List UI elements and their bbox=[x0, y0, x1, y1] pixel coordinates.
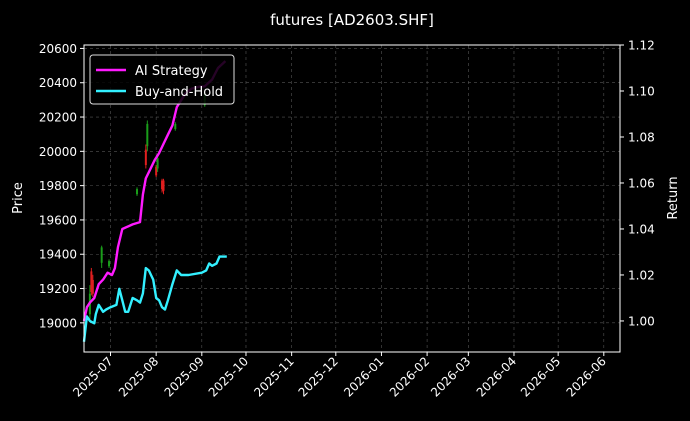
candle-body bbox=[136, 189, 139, 195]
candle-body bbox=[162, 180, 165, 191]
candle-body bbox=[90, 271, 93, 292]
y-right-tick-label: 1.10 bbox=[628, 84, 655, 98]
y-left-tick-label: 19200 bbox=[39, 282, 77, 296]
y-left-tick-label: 20600 bbox=[39, 42, 77, 56]
legend-label-ai-strategy: AI Strategy bbox=[135, 64, 208, 79]
y-axis-right-label: Return bbox=[666, 176, 681, 219]
y-left-tick-label: 20400 bbox=[39, 76, 77, 90]
y-right-tick-label: 1.06 bbox=[628, 176, 655, 190]
y-right-tick-label: 1.00 bbox=[628, 314, 655, 328]
y-left-tick-label: 19600 bbox=[39, 213, 77, 227]
plot-frame bbox=[83, 44, 621, 353]
candle-body bbox=[91, 279, 94, 294]
y-right-tick-label: 1.08 bbox=[628, 130, 655, 144]
y-right-tick-label: 1.12 bbox=[628, 39, 655, 53]
chart-title: futures [AD2603.SHF] bbox=[270, 11, 434, 29]
y-left-tick-label: 19800 bbox=[39, 179, 77, 193]
y-axis-left: 19000 19200 19400 19600 19800 20000 20200 20400… bbox=[39, 42, 84, 330]
y-left-tick-label: 20000 bbox=[39, 145, 77, 159]
candle-body bbox=[144, 149, 147, 166]
legend-label-buy-and-hold: Buy-and-Hold bbox=[135, 85, 223, 100]
candle-body bbox=[146, 123, 149, 147]
candle-body bbox=[161, 180, 164, 190]
candle-body bbox=[156, 158, 159, 169]
candle-body bbox=[108, 261, 111, 267]
candle-body bbox=[100, 247, 103, 263]
y-axis-right: 1.00 1.02 1.04 1.06 1.08 1.10 1.12 bbox=[620, 39, 655, 328]
y-right-tick-label: 1.04 bbox=[628, 222, 655, 236]
series-line-buy-and-hold bbox=[82, 255, 227, 342]
y-axis-left-label: Price bbox=[11, 182, 26, 214]
y-left-tick-label: 19400 bbox=[39, 248, 77, 262]
y-left-tick-label: 20200 bbox=[39, 111, 77, 125]
candle-body bbox=[155, 166, 158, 176]
y-right-tick-label: 1.02 bbox=[628, 268, 655, 282]
legend: AI Strategy Buy-and-Hold bbox=[89, 54, 235, 105]
y-left-tick-label: 19000 bbox=[39, 316, 77, 330]
grid bbox=[84, 45, 620, 352]
candle-body bbox=[174, 123, 177, 130]
